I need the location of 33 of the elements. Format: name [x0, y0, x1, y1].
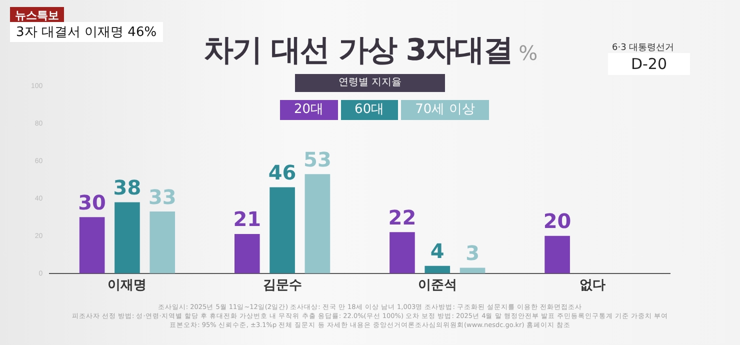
x-tick-label: 없다	[579, 276, 606, 292]
bar	[544, 236, 570, 274]
data-label: 21	[233, 207, 262, 232]
bar	[234, 234, 260, 274]
text: 뉴스특보	[10, 7, 64, 24]
text: 20대	[280, 100, 338, 120]
data-label: 20	[543, 209, 572, 234]
data-label: 38	[113, 175, 142, 200]
data-label: 30	[78, 190, 106, 214]
data-label: 4	[430, 239, 444, 264]
y-axis-title: %	[518, 41, 537, 65]
bar	[424, 266, 450, 274]
x-tick-label: 이재명	[108, 276, 147, 292]
text: D-20	[608, 53, 690, 75]
x-tick-label: 김문수	[262, 276, 302, 292]
chart-title: 차기 대선 가상 3자대결	[203, 33, 513, 68]
text: 3자 대결서 이재명 46%	[10, 22, 163, 42]
text: 70세 이상	[401, 100, 489, 120]
data-label: 33	[148, 184, 176, 209]
text: 6·3 대통령선거	[612, 42, 674, 54]
text: 60대	[340, 100, 398, 120]
bar	[150, 212, 176, 274]
bar	[79, 217, 105, 274]
bar	[114, 202, 140, 274]
bar	[304, 174, 330, 274]
data-label: 22	[388, 205, 416, 230]
data-label: 3	[466, 240, 480, 265]
subtitle-banner: 연령별 지지율	[295, 74, 445, 92]
x-tick-label: 이준석	[418, 276, 457, 292]
data-label: 53	[304, 147, 332, 172]
data-label: 46	[268, 160, 296, 184]
bar	[390, 232, 415, 274]
bar	[270, 187, 295, 274]
